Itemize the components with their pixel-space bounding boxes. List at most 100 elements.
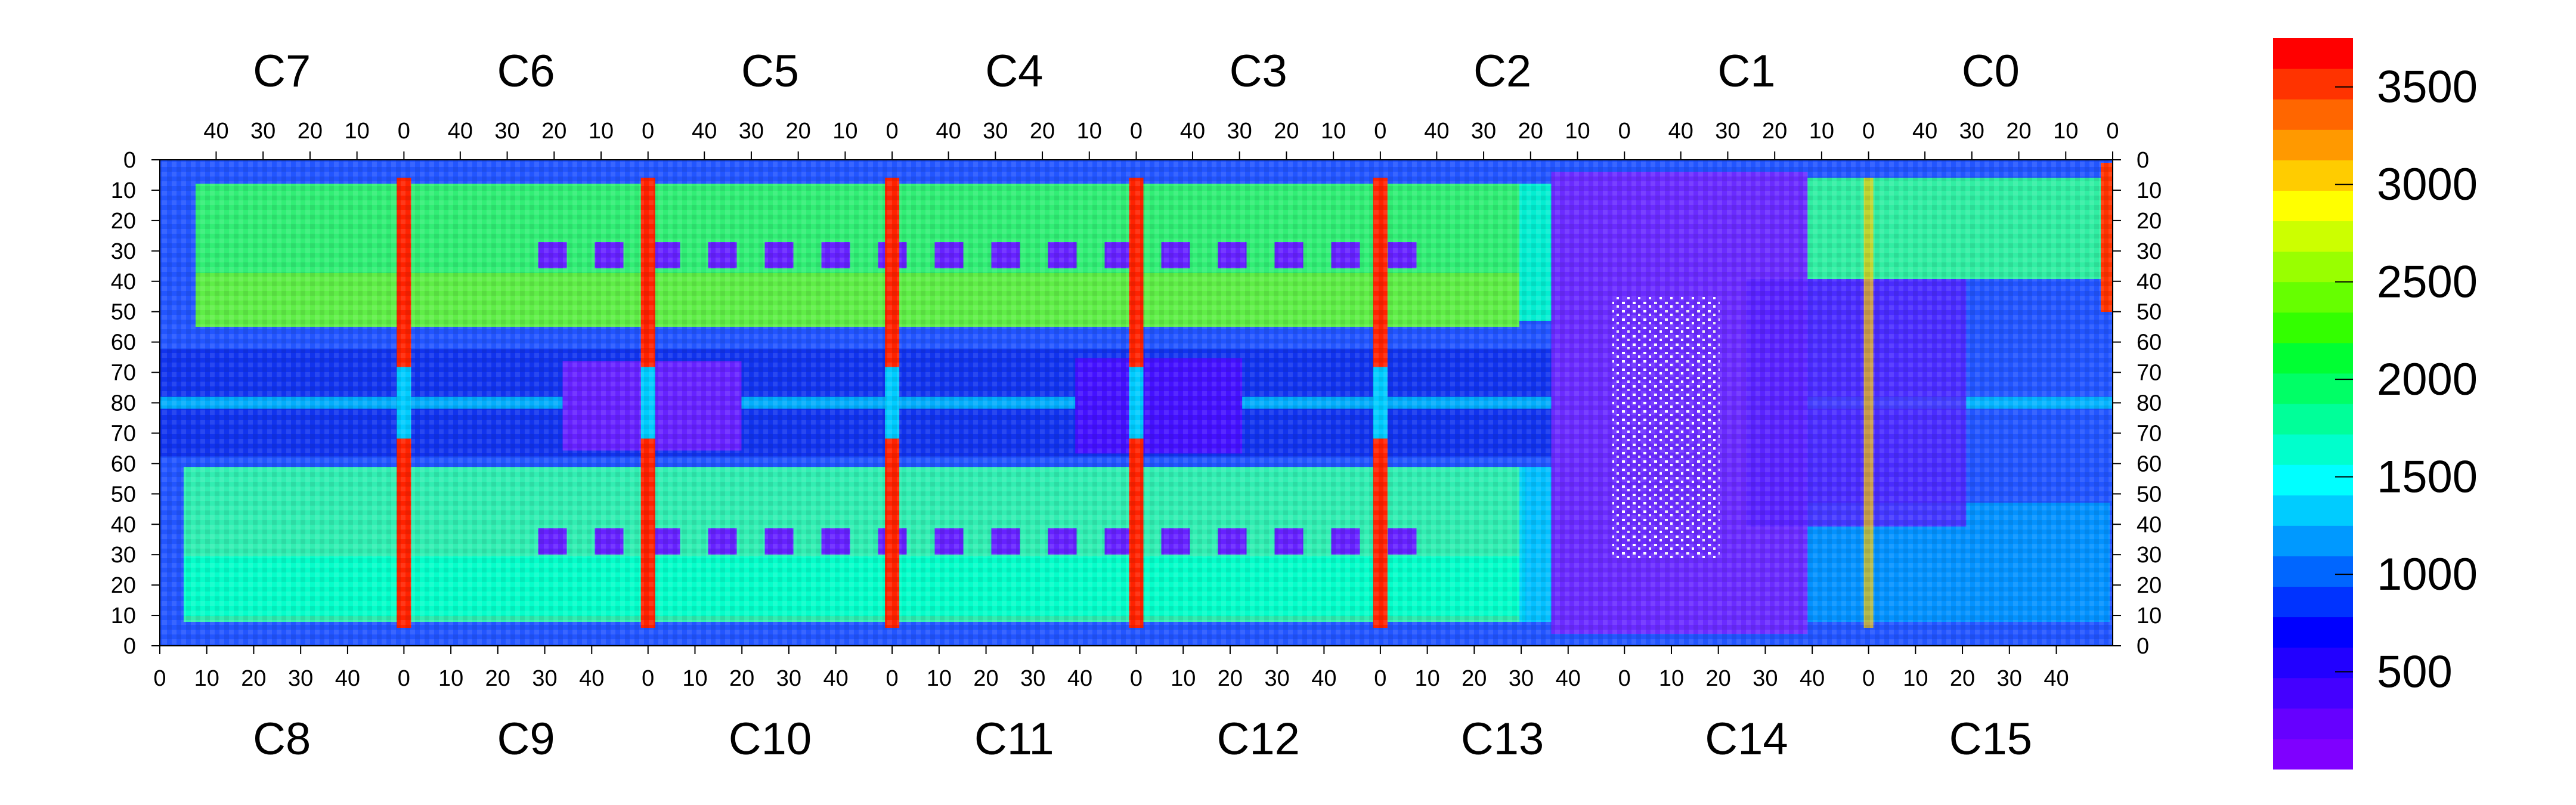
bottom-tick-label-6-1: 10 xyxy=(1659,666,1684,691)
top-tick-label-7-2: 20 xyxy=(2006,119,2031,144)
colorbar-tick-label-3000: 3000 xyxy=(2377,159,2478,210)
left-y-tick-label-9: 70 xyxy=(111,421,136,446)
bottom-chip-label-C15: C15 xyxy=(1949,714,2032,764)
top-tick-label-0-0: 40 xyxy=(203,119,228,144)
colorbar-segment-9 xyxy=(2273,465,2353,496)
top-tick-label-2-0: 40 xyxy=(692,119,717,144)
bottom-tick-label-5-0: 0 xyxy=(1374,666,1386,691)
bottom-tick-label-1-0: 0 xyxy=(398,666,410,691)
top-tick-label-3-3: 10 xyxy=(1077,119,1102,144)
bottom-chip-label-C10: C10 xyxy=(729,714,812,764)
left-y-tick-label-8: 80 xyxy=(111,391,136,416)
bottom-chip-label-C14: C14 xyxy=(1705,714,1788,764)
right-y-tick-label-5: 50 xyxy=(2137,300,2162,325)
colorbar-segment-22 xyxy=(2273,69,2353,100)
top-tick-label-6-3: 10 xyxy=(1809,119,1834,144)
colorbar-segment-10 xyxy=(2273,434,2353,465)
bottom-tick-label-4-4: 40 xyxy=(1311,666,1336,691)
bottom-tick-label-5-1: 10 xyxy=(1414,666,1439,691)
colorbar-tick-label-2500: 2500 xyxy=(2377,257,2478,308)
top-chip-label-C5: C5 xyxy=(741,46,799,97)
colorbar-segment-8 xyxy=(2273,495,2353,526)
colorbar-segment-20 xyxy=(2273,129,2353,160)
top-tick-label-7-4: 0 xyxy=(2106,119,2119,144)
top-tick-label-5-0: 40 xyxy=(1424,119,1449,144)
top-tick-label-1-1: 30 xyxy=(494,119,519,144)
top-tick-label-5-4: 0 xyxy=(1618,119,1631,144)
colorbar-segment-2 xyxy=(2273,677,2353,709)
bottom-chip-label-C12: C12 xyxy=(1216,714,1299,764)
left-y-tick-label-7: 70 xyxy=(111,361,136,386)
bottom-tick-label-3-3: 30 xyxy=(1020,666,1045,691)
bottom-tick-label-7-3: 30 xyxy=(1997,666,2022,691)
left-y-tick-label-11: 50 xyxy=(111,482,136,507)
left-y-tick-label-6: 60 xyxy=(111,330,136,355)
bottom-tick-label-3-4: 40 xyxy=(1067,666,1092,691)
colorbar-segment-12 xyxy=(2273,373,2353,404)
right-y-tick-label-13: 30 xyxy=(2137,543,2162,568)
right-y-tick-label-16: 0 xyxy=(2137,634,2149,659)
bottom-tick-label-7-4: 40 xyxy=(2044,666,2069,691)
bottom-tick-label-3-0: 0 xyxy=(886,666,899,691)
left-y-tick-label-4: 40 xyxy=(111,270,136,295)
right-y-tick-label-1: 10 xyxy=(2137,178,2162,203)
right-y-tick-label-8: 80 xyxy=(2137,391,2162,416)
bottom-tick-label-6-2: 20 xyxy=(1706,666,1731,691)
bottom-tick-label-7-0: 0 xyxy=(1862,666,1875,691)
top-tick-label-5-1: 30 xyxy=(1471,119,1496,144)
bottom-tick-label-5-2: 20 xyxy=(1462,666,1487,691)
top-chip-label-C1: C1 xyxy=(1717,46,1775,97)
bottom-tick-label-1-3: 30 xyxy=(532,666,557,691)
right-y-tick-label-11: 50 xyxy=(2137,482,2162,507)
top-tick-label-1-3: 10 xyxy=(589,119,614,144)
colorbar-segment-7 xyxy=(2273,525,2353,556)
heatmap-plot-area xyxy=(160,160,2113,646)
bottom-tick-label-0-1: 10 xyxy=(194,666,219,691)
right-y-tick-label-14: 20 xyxy=(2137,573,2162,598)
colorbar-segment-23 xyxy=(2273,38,2353,69)
colorbar-segment-18 xyxy=(2273,190,2353,221)
colorbar-segment-3 xyxy=(2273,647,2353,679)
top-tick-label-7-0: 40 xyxy=(1912,119,1937,144)
bottom-tick-label-4-0: 0 xyxy=(1130,666,1143,691)
top-tick-label-4-2: 20 xyxy=(1274,119,1299,144)
colorbar-segment-17 xyxy=(2273,221,2353,252)
bottom-tick-label-1-4: 40 xyxy=(579,666,604,691)
colorbar-segment-16 xyxy=(2273,251,2353,283)
bottom-tick-label-5-4: 40 xyxy=(1556,666,1581,691)
top-tick-label-2-1: 30 xyxy=(739,119,764,144)
checker-texture xyxy=(160,160,2113,646)
top-tick-label-0-1: 30 xyxy=(250,119,275,144)
bottom-tick-label-5-3: 30 xyxy=(1509,666,1534,691)
bottom-tick-label-0-2: 20 xyxy=(241,666,266,691)
top-tick-label-4-0: 40 xyxy=(1180,119,1205,144)
right-y-tick-label-15: 10 xyxy=(2137,603,2162,628)
top-chip-label-C2: C2 xyxy=(1473,46,1531,97)
left-y-tick-label-15: 10 xyxy=(111,603,136,628)
top-tick-label-6-2: 20 xyxy=(1762,119,1787,144)
top-tick-label-4-3: 10 xyxy=(1321,119,1346,144)
top-tick-label-4-4: 0 xyxy=(1374,119,1386,144)
top-tick-label-5-2: 20 xyxy=(1518,119,1543,144)
right-y-tick-label-3: 30 xyxy=(2137,239,2162,264)
bottom-tick-label-4-2: 20 xyxy=(1218,666,1243,691)
top-chip-label-C6: C6 xyxy=(497,46,555,97)
colorbar-segment-4 xyxy=(2273,617,2353,648)
top-tick-label-3-1: 30 xyxy=(983,119,1008,144)
left-y-tick-label-13: 30 xyxy=(111,543,136,568)
top-tick-label-3-4: 0 xyxy=(1130,119,1143,144)
colorbar-segment-19 xyxy=(2273,160,2353,191)
top-tick-label-5-3: 10 xyxy=(1565,119,1590,144)
bottom-tick-label-3-2: 20 xyxy=(973,666,998,691)
colorbar-segment-15 xyxy=(2273,281,2353,313)
bottom-tick-label-1-1: 10 xyxy=(438,666,463,691)
bottom-tick-label-2-0: 0 xyxy=(642,666,654,691)
bottom-tick-label-0-3: 30 xyxy=(288,666,313,691)
left-y-tick-label-5: 50 xyxy=(111,300,136,325)
colorbar-segment-14 xyxy=(2273,312,2353,343)
colorbar-segment-13 xyxy=(2273,342,2353,374)
left-y-tick-label-3: 30 xyxy=(111,239,136,264)
top-tick-label-2-3: 10 xyxy=(832,119,857,144)
